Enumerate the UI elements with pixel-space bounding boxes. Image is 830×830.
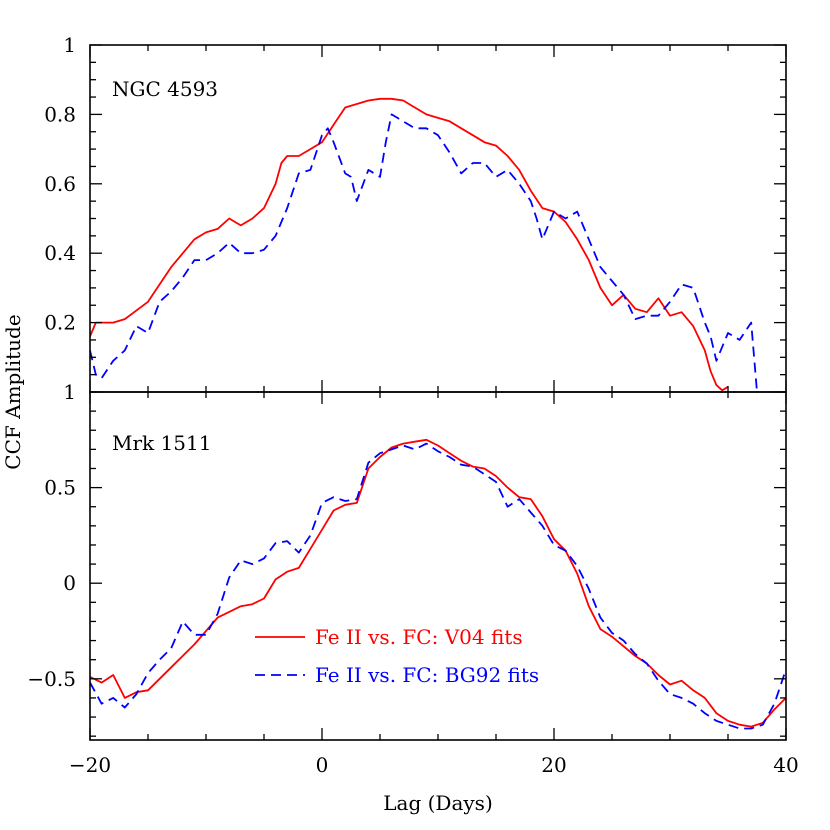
legend-label-bg92: Fe II vs. FC: BG92 fits <box>315 663 539 687</box>
bottom-y-tick-label: 1 <box>63 380 76 404</box>
bottom-y-tick-label: −0.5 <box>27 667 76 691</box>
bottom-plot-frame <box>89 391 787 741</box>
top-series-solid-line <box>90 97 729 392</box>
panel-mrk1511: −0.5 0 0.5 1 Mrk 1511 Fe II vs. FC: V04 fit… <box>27 380 787 741</box>
bottom-y-tick-label: 0.5 <box>44 476 76 500</box>
x-tick-label: −20 <box>69 753 111 777</box>
x-tick-label: 20 <box>541 753 566 777</box>
top-y-tick-label: 1 <box>63 33 76 57</box>
y-axis-label: CCF Amplitude <box>1 314 25 469</box>
panel-ngc4593: 0.2 0.4 0.6 0.8 1 NGC 4593 <box>44 33 787 393</box>
legend: Fe II vs. FC: V04 fits Fe II vs. FC: BG9… <box>255 625 539 687</box>
top-ytick-labels: 0.2 0.4 0.6 0.8 1 <box>44 33 76 335</box>
x-tick-labels: −20 0 20 40 <box>69 753 799 777</box>
bottom-series-group <box>90 438 786 730</box>
top-series-dashed-line <box>90 113 758 392</box>
bottom-ytick-labels: −0.5 0 0.5 1 <box>27 380 76 691</box>
top-y-tick-label: 0.4 <box>44 241 76 265</box>
panel-label-ngc4593: NGC 4593 <box>112 77 218 101</box>
top-y-tick-label: 0.8 <box>44 102 76 126</box>
top-y-tick-label: 0.6 <box>44 172 76 196</box>
x-tick-label: 0 <box>316 753 329 777</box>
legend-label-v04: Fe II vs. FC: V04 fits <box>315 625 523 649</box>
top-y-tick-label: 0.2 <box>44 311 76 335</box>
top-series-group <box>90 97 758 392</box>
bottom-series-solid-line <box>90 438 786 728</box>
x-axis-label: Lag (Days) <box>383 791 493 815</box>
bottom-y-tick-label: 0 <box>63 571 76 595</box>
x-tick-label: 40 <box>773 753 798 777</box>
bottom-series-dashed-line <box>90 442 786 730</box>
panel-label-mrk1511: Mrk 1511 <box>112 431 211 455</box>
